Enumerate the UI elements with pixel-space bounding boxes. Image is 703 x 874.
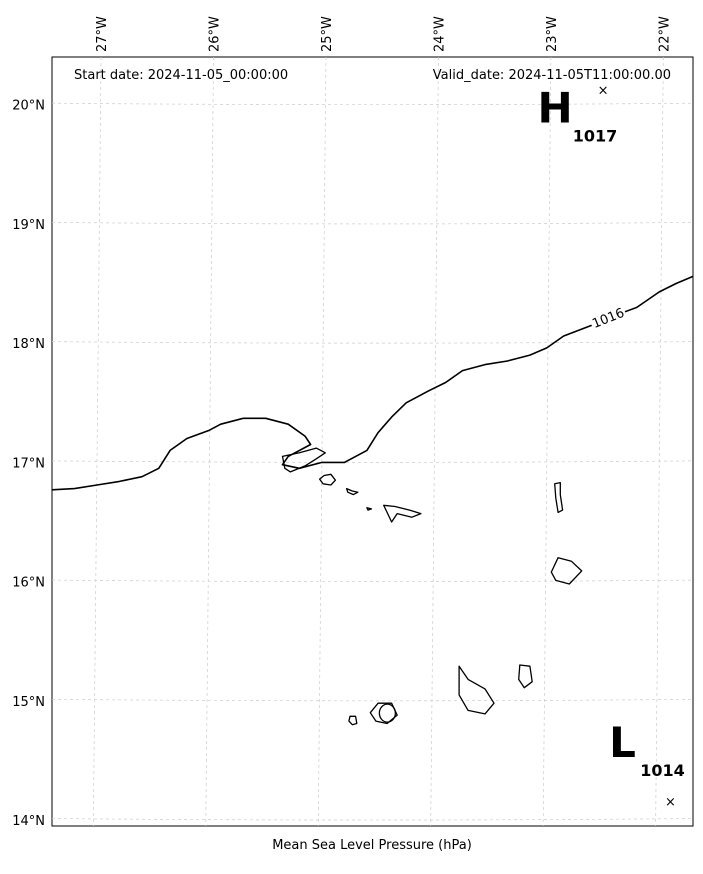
parallel-4 xyxy=(51,579,694,582)
lat-tick-label-2: 18°N xyxy=(12,337,45,352)
meridian-5 xyxy=(655,56,664,827)
lat-tick-label-6: 14°N xyxy=(12,814,45,829)
meridian-2 xyxy=(317,56,327,827)
island-0 xyxy=(281,447,326,473)
center-marker-0: × xyxy=(598,83,609,98)
lon-tick-label-4: 23°W xyxy=(545,16,560,52)
lon-tick-label-2: 25°W xyxy=(320,16,335,52)
island-1 xyxy=(318,473,337,486)
meridian-1 xyxy=(205,56,214,827)
island-3 xyxy=(366,507,373,511)
coastlines xyxy=(281,447,583,726)
lat-tick-label-4: 16°N xyxy=(12,576,45,591)
valid-date-label: Valid_date: 2024-11-05T11:00:00.00 xyxy=(433,68,671,83)
parallel-5 xyxy=(51,698,694,702)
lat-tick-label-0: 20°N xyxy=(12,99,45,114)
parallel-6 xyxy=(51,818,694,821)
start-date-label: Start date: 2024-11-05_00:00:00 xyxy=(74,68,288,83)
lat-tick-label-1: 19°N xyxy=(12,218,45,233)
meridian-4 xyxy=(542,56,552,827)
x-axis-label: Mean Sea Level Pressure (hPa) xyxy=(272,838,472,853)
lon-tick-label-5: 22°W xyxy=(657,16,672,52)
center-letter-0: H xyxy=(537,83,572,132)
lon-tick-label-0: 27°W xyxy=(95,16,110,52)
island-7 xyxy=(518,664,533,689)
meridian-3 xyxy=(430,56,439,827)
isobar-0 xyxy=(51,275,694,491)
parallel-1 xyxy=(51,222,694,225)
fogo-caldera xyxy=(378,703,397,723)
axis-ticks: 27°W 26°W 25°W 24°W 23°W 22°W 20°N 19°N 18°N 17°N… xyxy=(12,16,672,829)
center-marker-1: × xyxy=(665,795,676,810)
island-9 xyxy=(369,702,398,725)
lat-tick-label-3: 17°N xyxy=(12,456,45,471)
gridlines xyxy=(51,56,694,827)
lon-tick-label-1: 26°W xyxy=(208,16,223,52)
center-letter-1: L xyxy=(609,718,636,767)
island-4 xyxy=(383,504,422,523)
center-value-0: 1017 xyxy=(573,126,618,145)
isobar-label-bg-0 xyxy=(588,304,628,331)
lat-tick-label-5: 15°N xyxy=(12,695,45,710)
parallel-0 xyxy=(51,102,694,106)
island-10 xyxy=(348,715,358,726)
center-value-1: 1014 xyxy=(640,761,685,780)
island-5 xyxy=(554,481,564,514)
island-8 xyxy=(458,665,495,715)
parallel-3 xyxy=(51,460,694,463)
parallel-2 xyxy=(51,341,694,344)
meridian-0 xyxy=(92,56,102,827)
island-2 xyxy=(345,487,359,496)
lon-tick-label-3: 24°W xyxy=(432,16,447,52)
island-6 xyxy=(550,557,583,585)
